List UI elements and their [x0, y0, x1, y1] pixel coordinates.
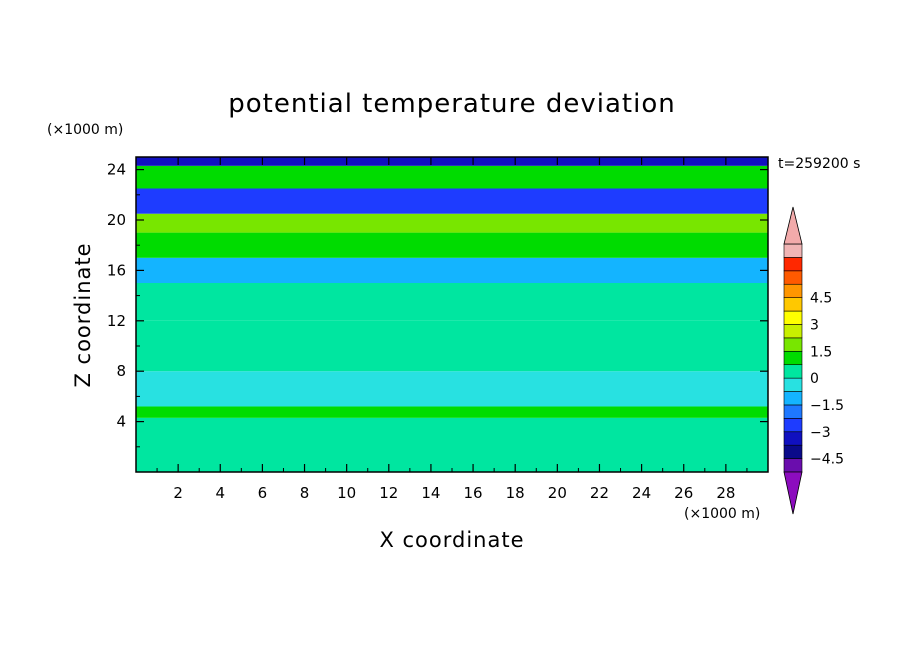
y-tick-label: 8	[116, 362, 126, 380]
colorbar-swatch	[783, 337, 803, 352]
x-axis: 2 4 6 8 10 12 14 16 18 20 22 24 26 28	[156, 157, 748, 502]
x-tick-label: 26	[674, 484, 693, 502]
colorbar-swatch	[783, 297, 803, 312]
colorbar-swatch	[783, 270, 803, 285]
colorbar-swatch	[783, 283, 803, 298]
colorbar: 4.5 3 1.5 0 −1.5 −3 −4.5	[783, 206, 844, 515]
contour-band	[136, 257, 768, 283]
chart-title: potential temperature deviation	[228, 89, 675, 119]
time-label: t=259200 s	[778, 156, 860, 172]
contour-band	[136, 371, 768, 407]
colorbar-swatch	[783, 310, 803, 325]
y-tick-label: 24	[107, 161, 126, 179]
x-unit-label: (×1000 m)	[684, 506, 760, 522]
x-tick-label: 2	[173, 484, 183, 502]
x-tick-label: 22	[590, 484, 609, 502]
contour-band	[136, 232, 768, 258]
colorbar-swatch	[783, 377, 803, 392]
x-tick-label: 28	[716, 484, 735, 502]
y-tick-label: 16	[107, 261, 126, 279]
contour-band	[136, 157, 768, 166]
colorbar-swatch	[783, 431, 803, 446]
colorbar-under-arrow	[783, 471, 803, 515]
x-tick-label: 6	[258, 484, 268, 502]
colorbar-tick-label: 3	[810, 317, 819, 333]
x-tick-label: 10	[337, 484, 356, 502]
colorbar-swatch	[783, 324, 803, 339]
colorbar-swatch	[783, 458, 803, 473]
contour-band	[136, 165, 768, 189]
y-tick-label: 4	[116, 413, 126, 431]
contour-band	[136, 213, 768, 233]
x-tick-label: 20	[548, 484, 567, 502]
contour-band	[136, 188, 768, 214]
contour-band	[136, 417, 768, 472]
y-unit-label: (×1000 m)	[47, 122, 123, 138]
colorbar-swatch	[783, 404, 803, 419]
contour-band	[136, 283, 768, 321]
y-tick-label: 12	[107, 312, 126, 330]
contour-band	[136, 406, 768, 418]
colorbar-over-arrow	[783, 206, 803, 245]
colorbar-tick-label: 1.5	[810, 344, 832, 360]
colorbar-swatch	[783, 391, 803, 406]
colorbar-swatch	[783, 350, 803, 366]
colorbar-tick-label: −1.5	[810, 398, 844, 414]
colorbar-swatch	[783, 444, 803, 459]
colorbar-swatch	[783, 364, 803, 379]
y-tick-label: 20	[107, 211, 126, 229]
x-axis-label: X coordinate	[379, 528, 524, 552]
colorbar-swatch	[783, 418, 803, 433]
colorbar-tick-label: 0	[810, 371, 819, 387]
x-tick-label: 8	[300, 484, 310, 502]
x-tick-label: 14	[421, 484, 440, 502]
colorbar-tick-label: −3	[810, 425, 831, 441]
contour-band	[136, 320, 768, 372]
x-tick-label: 24	[632, 484, 651, 502]
contour-field	[136, 157, 768, 472]
x-tick-label: 18	[506, 484, 525, 502]
x-tick-label: 16	[464, 484, 483, 502]
x-tick-label: 4	[215, 484, 225, 502]
x-tick-label: 12	[379, 484, 398, 502]
colorbar-swatch	[783, 243, 803, 258]
colorbar-tick-label: −4.5	[810, 452, 844, 468]
y-axis: 4 8 12 16 20 24	[107, 161, 768, 448]
y-axis-label: Z coordinate	[71, 242, 95, 387]
colorbar-tick-label: 4.5	[810, 291, 832, 307]
colorbar-swatch	[783, 257, 803, 272]
